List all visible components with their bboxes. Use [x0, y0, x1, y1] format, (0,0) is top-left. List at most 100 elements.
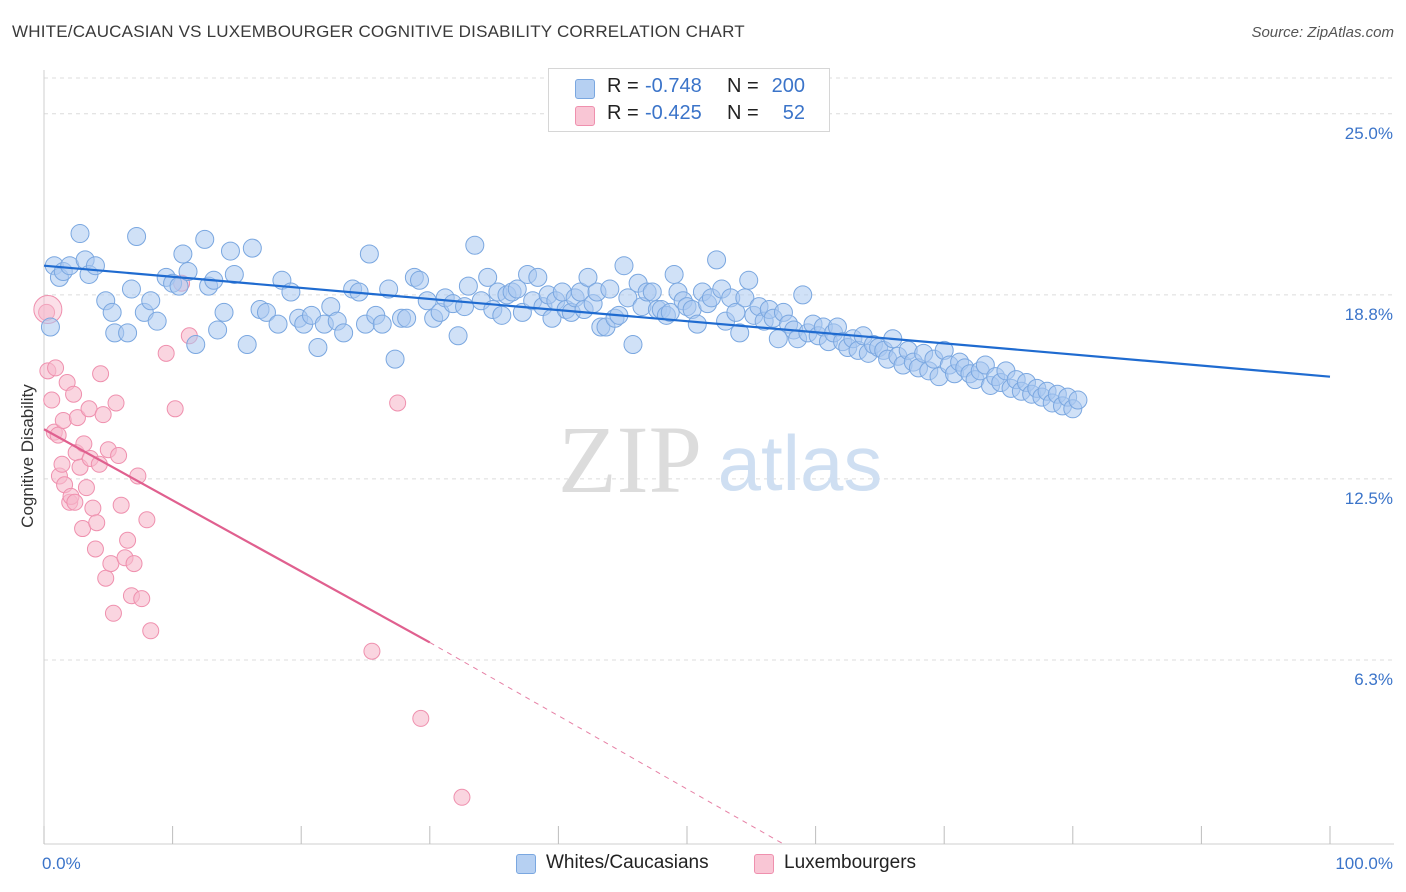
luxembourger-point: [142, 622, 160, 640]
white-point: [372, 314, 392, 334]
y-tick-label: 6.3%: [1354, 670, 1393, 689]
white-point: [707, 250, 727, 270]
legend-n-label: N =: [727, 102, 759, 124]
white-point: [195, 229, 215, 249]
white-point: [492, 305, 512, 325]
legend-swatch-pink: [575, 106, 595, 126]
luxembourger-point: [74, 520, 92, 538]
legend-r-label: R =: [607, 102, 639, 124]
white-point: [642, 282, 662, 302]
luxembourger-point: [363, 642, 381, 660]
grid-lines: [44, 77, 1394, 661]
white-point: [578, 267, 598, 287]
luxembourger-point: [453, 788, 471, 806]
white-point: [141, 291, 161, 311]
white-point: [85, 256, 105, 276]
legend-r-value: -0.748: [645, 75, 702, 97]
white-point: [664, 264, 684, 284]
white-point: [448, 326, 468, 346]
luxembourger-trend-line: [43, 428, 431, 644]
legend-swatch-blue: [575, 79, 595, 99]
luxembourger-point: [119, 531, 137, 549]
white-point: [224, 264, 244, 284]
luxembourger-point: [107, 394, 125, 412]
luxembourger-point: [412, 709, 430, 727]
white-point: [178, 262, 198, 282]
legend-row-luxembourgers: R = -0.425 N = 52: [549, 100, 829, 128]
luxembourger-point: [138, 511, 156, 529]
white-point: [186, 335, 206, 355]
white-point: [455, 297, 475, 317]
white-point: [385, 349, 405, 369]
trend-lines: [43, 264, 1331, 845]
white-point: [730, 323, 750, 343]
white-point: [242, 238, 262, 258]
white-trend-line: [43, 264, 1331, 378]
x-tick-label: 100.0%: [1335, 854, 1393, 873]
white-point: [687, 314, 707, 334]
y-axis-title: Cognitive Disability: [18, 384, 37, 528]
luxembourger-point: [43, 391, 61, 409]
white-point: [118, 323, 138, 343]
white-point: [507, 279, 527, 299]
luxembourger-point: [112, 496, 130, 514]
luxembourger-point: [92, 365, 110, 383]
chart-title: WHITE/CAUCASIAN VS LUXEMBOURGER COGNITIV…: [12, 22, 745, 41]
luxembourger-point: [68, 409, 86, 427]
white-point: [237, 335, 257, 355]
luxembourger-point: [77, 479, 95, 497]
white-point: [458, 276, 478, 296]
legend-row-whites: R = -0.748 N = 200: [549, 73, 829, 101]
legend-swatch-pink: [754, 854, 774, 874]
luxembourger-point: [80, 400, 98, 418]
white-point: [623, 335, 643, 355]
y-tick-label: 12.5%: [1345, 489, 1393, 508]
white-point: [1068, 390, 1088, 410]
luxembourger-points: [33, 274, 471, 806]
white-point: [528, 267, 548, 287]
white-point: [268, 314, 288, 334]
luxembourger-point: [110, 447, 128, 465]
luxembourger-point: [166, 400, 184, 418]
luxembourger-point: [133, 590, 151, 608]
white-point: [614, 256, 634, 276]
y-tick-label: 18.8%: [1345, 305, 1393, 324]
white-point: [121, 279, 141, 299]
luxembourger-point: [88, 514, 106, 532]
white-point: [600, 279, 620, 299]
legend-n-value: 52: [782, 102, 805, 124]
legend-swatch-blue: [516, 854, 536, 874]
legend-r-label: R =: [607, 75, 639, 97]
white-point: [127, 226, 147, 246]
white-point: [739, 270, 759, 290]
white-point: [397, 308, 417, 328]
white-point: [618, 288, 638, 308]
source-label: Source: ZipAtlas.com: [1251, 24, 1394, 41]
white-point: [256, 302, 276, 322]
white-point: [410, 270, 430, 290]
white-point: [334, 323, 354, 343]
white-point: [465, 235, 485, 255]
luxembourger-point: [53, 455, 71, 473]
white-point: [173, 244, 193, 264]
white-point: [220, 241, 240, 261]
x-tick-labels: 0.0% 100.0%: [42, 854, 1393, 873]
white-point: [478, 267, 498, 287]
correlation-legend: R = -0.748 N = 200 R = -0.425 N = 52: [548, 68, 830, 132]
y-tick-labels: 6.3% 12.5% 18.8% 25.0%: [1345, 124, 1393, 689]
white-point: [147, 311, 167, 331]
luxembourger-point: [94, 406, 112, 424]
watermark-atlas: atlas: [718, 419, 883, 507]
white-point: [102, 302, 122, 322]
luxembourger-point: [86, 540, 104, 558]
white-point: [208, 320, 228, 340]
legend-r-value: -0.425: [645, 102, 702, 124]
luxembourger-point: [389, 394, 407, 412]
watermark-zip: ZIP: [558, 406, 702, 513]
watermark: ZIP atlas: [558, 406, 882, 513]
series-legend: Whites/Caucasians Luxembourgers: [0, 852, 1406, 878]
luxembourger-point: [84, 499, 102, 517]
x-tick-label: 0.0%: [42, 854, 81, 873]
white-point: [308, 337, 328, 357]
